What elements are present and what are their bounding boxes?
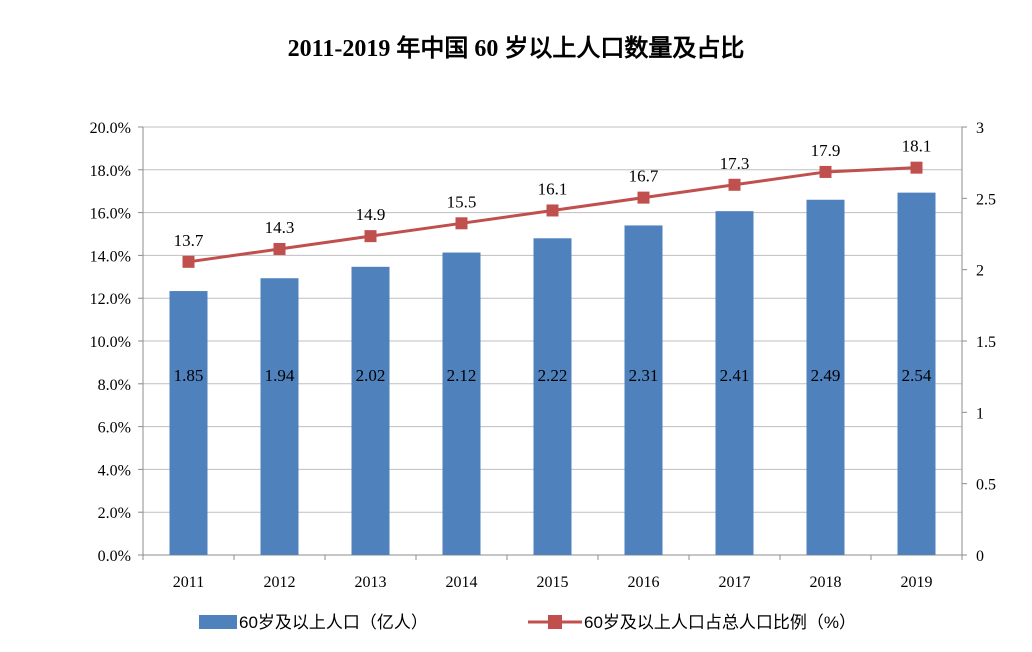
x-tick-label: 2016 bbox=[628, 574, 660, 591]
y-left-tick-label: 4.0% bbox=[98, 462, 131, 479]
y-right-tick-label: 3 bbox=[976, 120, 984, 137]
y-left-tick-label: 16.0% bbox=[90, 206, 131, 223]
y-right-tick-label: 1.5 bbox=[976, 334, 996, 351]
line-data-label: 13.7 bbox=[174, 231, 204, 250]
legend-swatch-bar bbox=[199, 615, 237, 629]
y-left-tick-label: 2.0% bbox=[98, 505, 131, 522]
bar bbox=[806, 199, 845, 555]
line-data-label: 14.3 bbox=[265, 218, 295, 237]
x-tick-label: 2013 bbox=[355, 574, 387, 591]
x-tick-label: 2018 bbox=[810, 574, 842, 591]
legend-swatch-marker bbox=[548, 615, 562, 629]
x-tick-label: 2019 bbox=[901, 574, 933, 591]
line-marker bbox=[728, 178, 741, 191]
chart-title: 2011-2019 年中国 60 岁以上人口数量及占比 bbox=[287, 36, 745, 62]
y-right-tick-label: 0 bbox=[976, 548, 984, 565]
x-tick-label: 2015 bbox=[537, 574, 569, 591]
bar-data-label: 2.12 bbox=[447, 366, 477, 385]
bar-data-label: 2.22 bbox=[538, 366, 568, 385]
line-data-label: 14.9 bbox=[356, 205, 386, 224]
x-tick-label: 2017 bbox=[719, 574, 751, 591]
bar bbox=[351, 266, 390, 555]
bar-data-label: 2.31 bbox=[629, 366, 659, 385]
x-tick-label: 2011 bbox=[173, 574, 204, 591]
x-tick-label: 2012 bbox=[264, 574, 296, 591]
legend-label-line: 60岁及以上人口占总人口比例（%） bbox=[584, 613, 856, 632]
bar-data-label: 2.49 bbox=[811, 366, 841, 385]
bar-data-label: 2.54 bbox=[902, 366, 932, 385]
bar-data-label: 1.85 bbox=[174, 366, 204, 385]
y-left-tick-label: 12.0% bbox=[90, 291, 131, 308]
line-data-label: 16.1 bbox=[538, 179, 568, 198]
line-data-label: 15.5 bbox=[447, 192, 477, 211]
line-marker bbox=[546, 204, 559, 217]
bar bbox=[897, 192, 936, 556]
bar bbox=[533, 238, 572, 555]
y-left-tick-label: 6.0% bbox=[98, 420, 131, 437]
y-right-tick-label: 1 bbox=[976, 405, 984, 422]
y-right-tick-label: 2 bbox=[976, 263, 984, 280]
bar bbox=[260, 278, 299, 555]
bar bbox=[169, 291, 208, 555]
y-left-tick-label: 14.0% bbox=[90, 248, 131, 265]
line-data-label: 17.3 bbox=[720, 154, 750, 173]
x-tick-label: 2014 bbox=[446, 574, 478, 591]
bar bbox=[442, 252, 481, 555]
bar bbox=[624, 225, 663, 555]
line-marker bbox=[273, 242, 286, 255]
bar bbox=[715, 211, 754, 555]
line-marker bbox=[637, 191, 650, 204]
y-right-tick-label: 0.5 bbox=[976, 477, 996, 494]
bar-data-label: 1.94 bbox=[265, 366, 295, 385]
y-left-tick-label: 0.0% bbox=[98, 548, 131, 565]
line-marker bbox=[910, 161, 923, 174]
line-marker bbox=[819, 165, 832, 178]
line-data-label: 18.1 bbox=[902, 137, 932, 156]
line-marker bbox=[182, 255, 195, 268]
line-data-label: 17.9 bbox=[811, 141, 841, 160]
line-data-label: 16.7 bbox=[629, 167, 659, 186]
line-marker bbox=[455, 217, 468, 230]
y-right-tick-label: 2.5 bbox=[976, 191, 996, 208]
legend-label-bar: 60岁及以上人口（亿人） bbox=[239, 613, 428, 632]
y-left-tick-label: 20.0% bbox=[90, 120, 131, 137]
y-left-tick-label: 18.0% bbox=[90, 163, 131, 180]
bar-data-label: 2.02 bbox=[356, 366, 386, 385]
bar-data-label: 2.41 bbox=[720, 366, 750, 385]
y-left-tick-label: 8.0% bbox=[98, 377, 131, 394]
line-marker bbox=[364, 230, 377, 243]
y-left-tick-label: 10.0% bbox=[90, 334, 131, 351]
